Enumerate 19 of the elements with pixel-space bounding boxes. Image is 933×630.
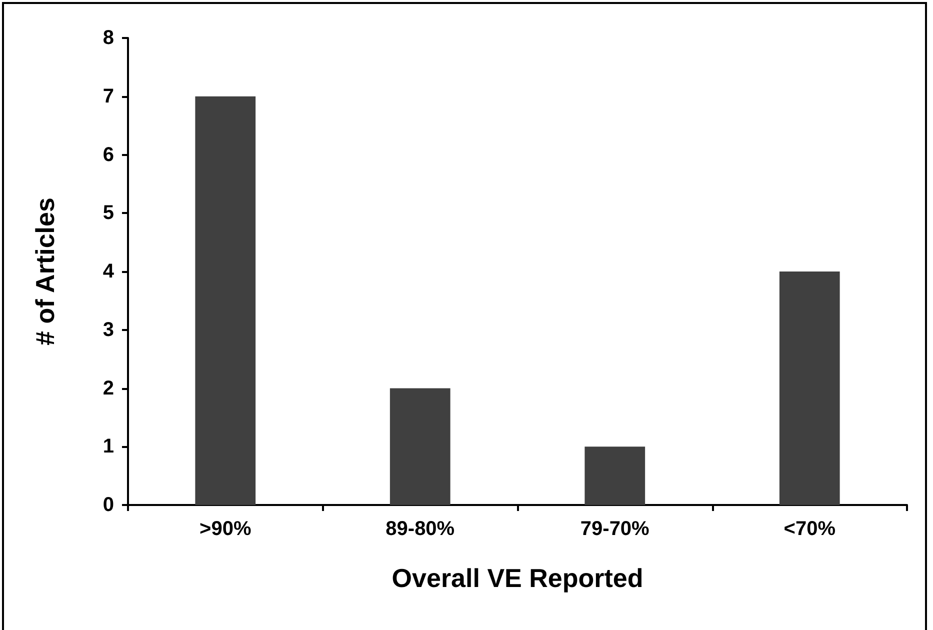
y-tick-label: 3	[102, 318, 114, 341]
bar	[779, 272, 840, 505]
y-tick-label: 2	[102, 377, 114, 400]
y-tick-label: 1	[102, 436, 114, 458]
bar	[584, 446, 646, 505]
y-tick-label: 4	[102, 260, 115, 282]
y-tick-label: 6	[102, 144, 114, 166]
y-tick-label: 0	[102, 494, 114, 516]
bar	[195, 96, 256, 505]
x-axis-title: Overall VE Reported	[392, 563, 644, 593]
x-tick-label: >90%	[200, 518, 252, 540]
y-tick-label: 5	[102, 202, 114, 224]
x-tick-label: 79-70%	[580, 518, 650, 540]
y-axis-title: # of Articles	[30, 198, 60, 346]
x-tick-label: <70%	[784, 518, 836, 540]
x-tick-label: 89-80%	[386, 518, 455, 540]
y-tick-label: 8	[102, 27, 114, 49]
bar	[390, 388, 450, 505]
y-tick-label: 7	[102, 85, 114, 108]
